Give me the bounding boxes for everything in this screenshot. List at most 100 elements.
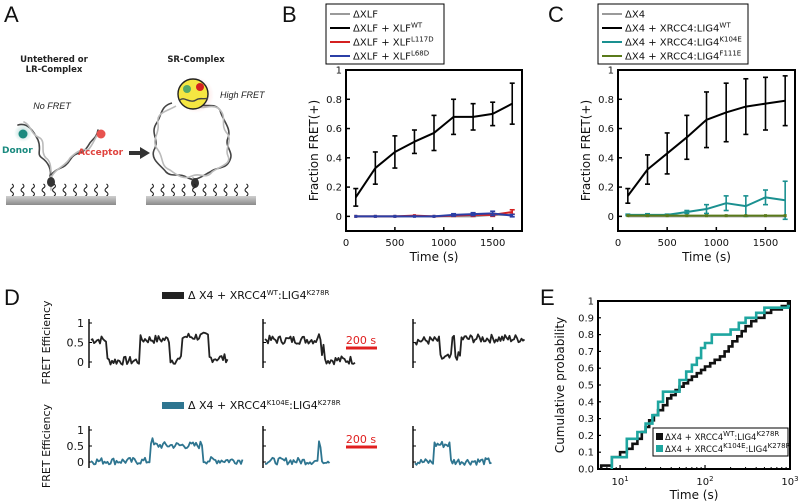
legend-entry: ΔX4 + XRCC4:LIG4WT — [625, 22, 731, 35]
y-tick-label: 0.4 — [578, 397, 594, 408]
y-tick-label: 0.1 — [578, 448, 594, 459]
panel-b-chart: B 0 0.2 0.4 0.6 0.8 1 0 500 1000 1500 Time (s) Frac… — [282, 2, 523, 264]
y-tick-label: 1 — [77, 424, 84, 437]
acceptor-label: Acceptor — [78, 148, 124, 158]
legend-box — [597, 3, 749, 65]
legend-swatch — [162, 292, 184, 299]
fret-trace — [90, 331, 229, 366]
data-point — [685, 214, 689, 218]
scale-bar-label: 200 s — [346, 334, 376, 347]
peg-strand — [93, 183, 99, 197]
peg-strand — [212, 183, 218, 197]
x-axis-label: Time (s) — [409, 250, 459, 264]
biotin-anchor-sr-icon — [191, 178, 199, 188]
y-tick-label: 0 — [77, 356, 84, 369]
legend-swatch — [656, 433, 663, 440]
peg-strand — [62, 183, 67, 197]
x-tick-label: 101 — [611, 475, 628, 488]
x-tick-label: 0 — [615, 238, 621, 249]
panel-a: A Untethered or LR-Complex No FRET Donor… — [2, 2, 266, 205]
peg-strand — [223, 183, 228, 197]
y-tick-label: 0.3 — [578, 414, 594, 425]
data-point — [783, 214, 787, 218]
data-point — [764, 214, 767, 218]
right-title: SR-Complex — [167, 55, 225, 65]
biotin-anchor-icon — [47, 177, 55, 187]
panel-label-e: E — [540, 285, 555, 310]
legend-entry: ΔX4 + XRCC4WT:LIG4K278R — [665, 430, 779, 443]
y-axis-label: FRET Efficiency — [40, 300, 53, 385]
panel-label-a: A — [4, 2, 19, 27]
data-point — [432, 214, 436, 218]
data-point — [412, 214, 416, 218]
surface-right — [146, 196, 256, 205]
plot-frame — [617, 69, 796, 232]
peg-strand — [104, 183, 109, 197]
y-tick-label: 0.9 — [578, 313, 594, 324]
panel-d-traces: D FRET Efficiency Δ X4 + XRCC4WT:LIG4K278… — [4, 285, 526, 488]
legend-swatch — [656, 445, 663, 452]
data-point — [744, 214, 748, 218]
legend-entry: ΔXLF + XLFL68D — [353, 50, 429, 63]
fret-trace — [264, 333, 356, 366]
fret-trace — [90, 437, 244, 466]
left-title-line1: Untethered or — [20, 55, 89, 65]
y-tick-label: 0.4 — [326, 153, 342, 164]
donor-dye-sr-icon — [183, 85, 191, 93]
legend-entry: Δ X4 + XRCC4K104E:LIG4K278R — [188, 399, 341, 412]
data-point — [665, 214, 669, 218]
acceptor-dye-sr-icon — [196, 83, 204, 91]
peg-strand — [149, 183, 155, 197]
y-tick-label: 0.2 — [578, 431, 594, 442]
legend-entry: ΔX4 + XRCC4:LIG4F111E — [625, 50, 741, 63]
y-tick-label: 0.5 — [67, 440, 85, 453]
plot-frame — [345, 69, 523, 232]
panel-label-b: B — [282, 2, 297, 27]
peg-strand — [170, 183, 176, 197]
transition-arrow-icon — [129, 147, 150, 159]
sr-complex-circle — [177, 78, 209, 110]
legend-entry: Δ X4 + XRCC4WT:LIG4K278R — [188, 289, 330, 302]
cdf-step-line — [610, 304, 790, 469]
peg-strand — [233, 183, 239, 197]
legend-entry: ΔXLF + XLFL117D — [353, 36, 434, 49]
data-point — [626, 214, 630, 218]
no-fret-label: No FRET — [33, 101, 72, 111]
y-axis-label: FRET Efficiency — [40, 403, 53, 488]
data-point — [705, 214, 708, 218]
peg-strand — [191, 183, 197, 197]
donor-dye-icon — [18, 129, 28, 139]
peg-strand — [202, 183, 207, 197]
data-point — [646, 214, 649, 218]
left-title-line2: LR-Complex — [26, 65, 83, 75]
dna-end-synapse — [179, 97, 209, 102]
data-point — [373, 214, 377, 218]
x-tick-label: 1000 — [704, 238, 729, 249]
x-tick-label: 500 — [385, 238, 404, 249]
y-tick-label: 1 — [336, 66, 342, 77]
peg-strand — [160, 183, 165, 197]
x-tick-label: 1500 — [480, 238, 505, 249]
legend-entry: ΔX4 — [625, 10, 645, 21]
peg-strand — [72, 183, 78, 197]
y-axis-label: Fraction FRET(+) — [579, 100, 593, 201]
y-tick-label: 0.7 — [578, 347, 594, 358]
legend-swatch — [162, 402, 184, 409]
y-tick-label: 0.2 — [326, 183, 342, 194]
peg-strand — [20, 183, 25, 197]
high-fret-label: High FRET — [220, 90, 266, 100]
legend-entry: ΔXLF — [353, 10, 378, 21]
y-tick-label: 0.6 — [578, 364, 594, 375]
legend-entry: ΔXLF + XLFWT — [353, 22, 423, 35]
y-tick-label: 0.8 — [598, 95, 614, 106]
y-tick-label: 0.6 — [326, 124, 342, 135]
y-tick-label: 1 — [77, 317, 84, 330]
x-axis-label: Time (s) — [669, 488, 719, 501]
y-tick-label: 0 — [77, 456, 84, 469]
x-tick-label: 0 — [343, 238, 349, 249]
surface-left — [6, 196, 116, 205]
x-tick-label: 1000 — [431, 238, 456, 249]
panel-c-chart: C 0 0.2 0.4 0.6 0.8 1 0 500 1000 1500 Time (s) Frac… — [548, 2, 796, 264]
y-tick-label: 0.5 — [578, 381, 594, 392]
